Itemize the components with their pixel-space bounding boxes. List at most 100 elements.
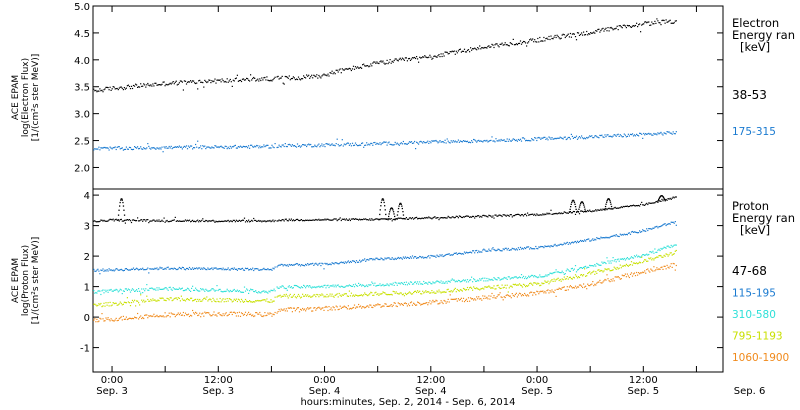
data-point (391, 257, 393, 259)
data-point (435, 217, 437, 219)
data-point (518, 283, 521, 285)
data-point (253, 315, 255, 318)
data-point (122, 303, 124, 305)
proton-plot-frame (92, 188, 724, 373)
data-point (229, 145, 231, 147)
data-point (456, 253, 458, 255)
data-point (229, 289, 231, 292)
data-point (278, 295, 280, 297)
data-point (542, 290, 544, 292)
data-point (533, 214, 535, 216)
data-point (289, 219, 291, 221)
data-point (170, 220, 172, 222)
data-point (171, 267, 173, 270)
data-point (238, 146, 240, 148)
data-point (415, 281, 417, 283)
data-point (381, 284, 383, 286)
data-point (416, 257, 418, 259)
data-point (321, 143, 323, 145)
data-point (388, 257, 390, 259)
data-point (490, 215, 492, 217)
data-point (109, 269, 111, 271)
data-point (135, 83, 137, 85)
data-point (315, 309, 317, 311)
data-point (379, 293, 381, 295)
data-point (584, 239, 586, 241)
data-point (392, 61, 394, 63)
data-point (638, 272, 640, 274)
data-point (195, 311, 197, 313)
data-point (582, 34, 584, 36)
data-point (96, 305, 98, 307)
data-point (168, 268, 170, 270)
data-point (226, 220, 228, 222)
data-point (388, 305, 390, 307)
proton-legend-title-line: [keV] (740, 223, 770, 237)
data-point (165, 268, 167, 270)
data-point (324, 284, 326, 286)
data-point (427, 255, 429, 258)
data-point (533, 41, 535, 43)
data-point (347, 142, 349, 144)
data-point (255, 312, 257, 314)
data-point (617, 235, 619, 237)
data-point (360, 261, 362, 263)
data-point (637, 232, 639, 234)
data-point (233, 219, 235, 221)
data-point (512, 283, 514, 285)
data-point (160, 315, 162, 317)
data-point (608, 280, 610, 282)
data-point (558, 244, 560, 246)
data-point (591, 265, 593, 267)
data-point (638, 262, 640, 264)
data-point (124, 148, 126, 150)
data-point (510, 277, 512, 279)
data-point (299, 219, 302, 221)
data-point (409, 217, 412, 219)
data-point (112, 86, 114, 88)
data-point (207, 300, 209, 302)
data-point (115, 288, 117, 290)
data-point-spike (609, 199, 611, 202)
data-point (445, 291, 447, 293)
data-point (242, 78, 245, 80)
data-point (555, 279, 557, 281)
data-point (538, 136, 540, 139)
data-point (371, 218, 373, 220)
data-point (631, 133, 634, 135)
data-point (556, 278, 558, 280)
data-point (481, 288, 483, 290)
data-point (620, 234, 622, 236)
data-point (646, 269, 648, 271)
data-point (613, 134, 615, 136)
data-point (332, 73, 334, 75)
data-point (432, 281, 434, 283)
data-point (571, 212, 573, 214)
data-point (484, 249, 486, 251)
data-point (643, 254, 645, 256)
data-point (636, 133, 638, 135)
data-point (604, 209, 606, 211)
electron-ytick-label: 3.0 (74, 110, 90, 121)
data-point (499, 279, 501, 281)
data-point (386, 59, 388, 61)
data-point (194, 220, 196, 222)
data-point (308, 74, 310, 76)
data-point (471, 252, 473, 254)
data-point (113, 86, 115, 88)
data-point (108, 149, 110, 151)
data-point (535, 245, 537, 248)
data-point (443, 291, 445, 293)
data-point (137, 300, 139, 302)
data-point (121, 87, 123, 89)
data-point (130, 289, 133, 291)
data-point (627, 25, 629, 27)
data-point (341, 262, 343, 264)
data-point (604, 278, 606, 281)
data-point (469, 51, 471, 53)
data-point (517, 277, 519, 279)
data-point (224, 220, 226, 222)
data-point-spike (606, 201, 608, 203)
data-point (443, 255, 445, 257)
